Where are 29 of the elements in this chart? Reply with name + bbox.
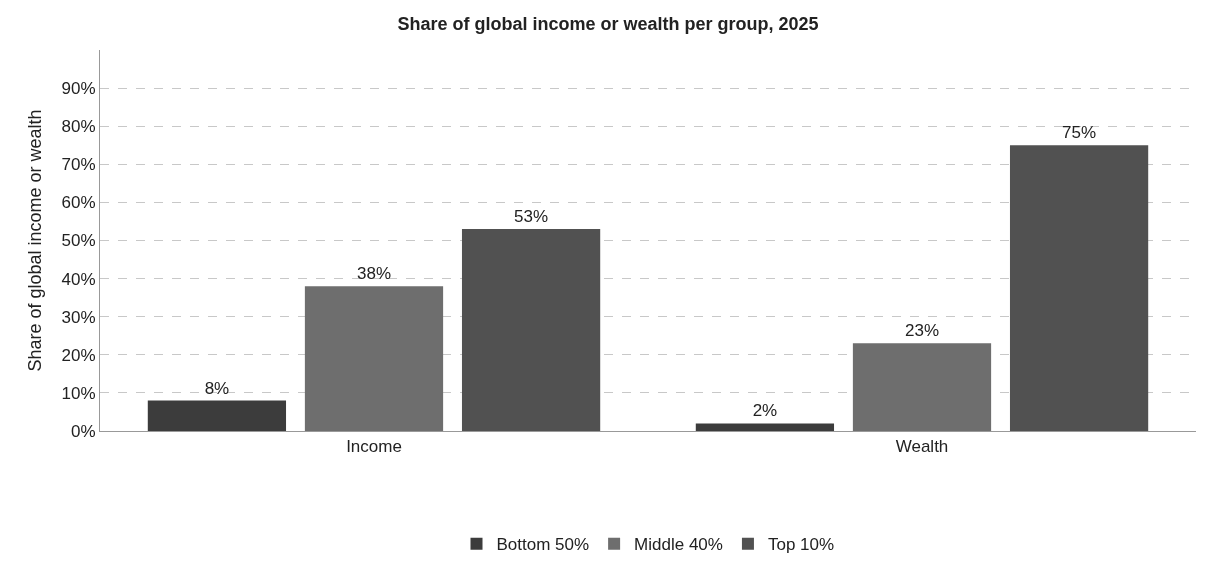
data-label: 8% bbox=[204, 378, 230, 398]
bar bbox=[461, 229, 601, 431]
y-tick-label: 70% bbox=[61, 155, 96, 175]
x-tick-label: Wealth bbox=[895, 437, 949, 457]
y-tick-label: 10% bbox=[61, 383, 96, 403]
data-label: 23% bbox=[904, 321, 940, 341]
legend-label: Middle 40% bbox=[634, 535, 723, 555]
bar bbox=[147, 400, 287, 431]
legend-label: Top 10% bbox=[767, 535, 835, 555]
y-tick-label: 80% bbox=[61, 117, 96, 137]
y-axis-title: Share of global income or wealth bbox=[24, 109, 45, 372]
y-tick-label: 90% bbox=[61, 79, 96, 99]
y-tick-label: 20% bbox=[61, 345, 96, 365]
data-label: 38% bbox=[356, 264, 392, 284]
y-tick-label: 60% bbox=[61, 193, 96, 213]
y-tick-label: 30% bbox=[61, 307, 96, 327]
legend-label: Bottom 50% bbox=[496, 535, 590, 555]
data-label: 2% bbox=[752, 401, 778, 421]
y-tick-label: 0% bbox=[71, 421, 96, 441]
y-tick-label: 50% bbox=[61, 231, 96, 251]
bar bbox=[695, 423, 835, 431]
bar bbox=[1009, 145, 1149, 431]
x-tick-label: Income bbox=[346, 437, 402, 457]
bar bbox=[304, 286, 444, 431]
y-tick-label: 40% bbox=[61, 269, 96, 289]
chart-title: Share of global income or wealth per group, 2025 bbox=[397, 13, 819, 34]
bar bbox=[852, 343, 992, 431]
data-label: 53% bbox=[514, 207, 549, 227]
data-label: 75% bbox=[1062, 123, 1097, 143]
